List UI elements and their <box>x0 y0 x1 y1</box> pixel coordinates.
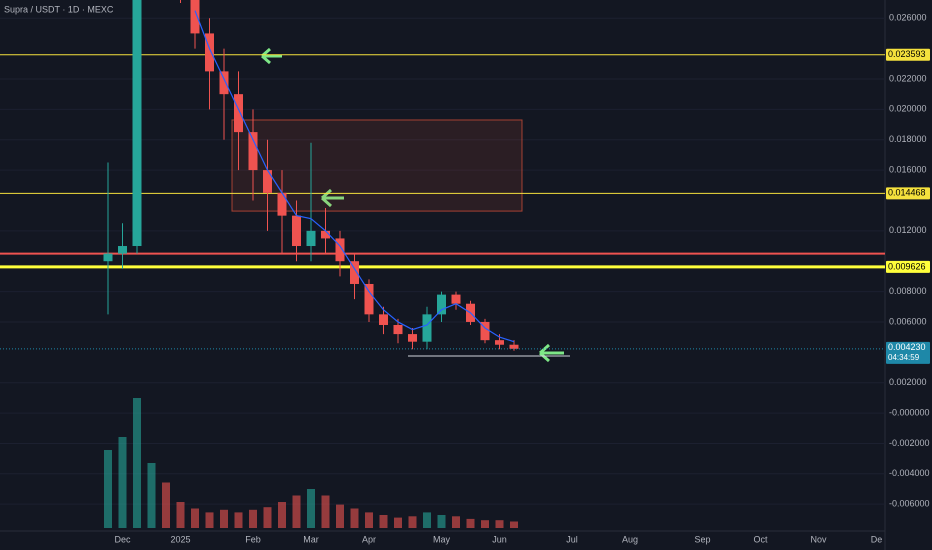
x-tick-label: Apr <box>362 534 376 544</box>
countdown: 04:34:59 <box>888 353 920 362</box>
volume-bar <box>365 512 373 528</box>
volume-bar <box>278 502 286 528</box>
price-label-bg <box>886 341 930 364</box>
volume-bar <box>118 437 127 528</box>
x-tick-label: Sep <box>694 534 710 544</box>
candle-body <box>335 238 345 262</box>
level-label-bg <box>886 48 930 61</box>
level-label-bg <box>886 260 930 273</box>
volume-bar <box>220 509 228 528</box>
x-tick-label: Aug <box>622 534 638 544</box>
candle-body <box>234 94 243 133</box>
level-label: 0.009626 <box>888 261 926 271</box>
volume-bar <box>205 512 214 528</box>
x-tick-label: May <box>433 534 451 544</box>
volume-bar <box>510 521 518 528</box>
volume-bar <box>191 508 199 528</box>
candle-body <box>277 192 287 216</box>
volume-bar <box>350 508 359 528</box>
y-tick-label: 0.018000 <box>889 134 927 144</box>
y-tick-label: 0.026000 <box>889 13 927 23</box>
volume-bar <box>379 515 388 528</box>
y-tick-label: 0.002000 <box>889 377 927 387</box>
candle-body <box>205 33 214 72</box>
candle-body <box>379 314 388 325</box>
arrow <box>539 343 564 363</box>
y-tick-label: -0.006000 <box>889 499 930 509</box>
candle-body <box>393 324 403 335</box>
volume-bar <box>336 504 344 528</box>
plot-area <box>0 0 885 528</box>
y-tick-label: -0.000000 <box>889 407 930 417</box>
volume-bar <box>452 516 460 528</box>
y-tick-label: -0.002000 <box>889 438 930 448</box>
candle-body <box>451 294 461 304</box>
x-tick-label: Nov <box>810 534 827 544</box>
y-tick-label: 0.016000 <box>889 164 927 174</box>
volume-bar <box>321 495 330 528</box>
volume-bar <box>466 518 475 528</box>
candle-body <box>480 321 490 341</box>
candle-body <box>408 334 417 342</box>
volume-bar <box>162 482 170 528</box>
candle-body <box>248 132 258 171</box>
candle-body <box>364 283 374 315</box>
volume-bar <box>176 502 185 528</box>
candle-body <box>422 314 432 342</box>
arrow <box>321 188 344 208</box>
volume-bar <box>423 512 431 528</box>
x-tick-label: De <box>871 534 883 544</box>
candle-body <box>190 0 200 34</box>
candle-body <box>292 215 301 247</box>
volume-bar <box>481 520 489 528</box>
volume-bar <box>437 515 446 528</box>
x-tick-label: Jul <box>566 534 578 544</box>
y-tick-label: 0.020000 <box>889 104 927 114</box>
x-tick-label: Oct <box>753 534 768 544</box>
volume-bar <box>249 509 257 528</box>
price-label: 0.004230 <box>888 342 926 352</box>
level-label: 0.014468 <box>888 188 926 198</box>
y-tick-label: 0.008000 <box>889 286 927 296</box>
x-tick-label: Dec <box>114 534 131 544</box>
x-tick-label: Feb <box>245 534 261 544</box>
volume-bar <box>394 517 402 528</box>
candle-body <box>118 246 127 254</box>
candle-body <box>495 340 504 345</box>
volume-bar <box>263 507 272 528</box>
candle-body <box>321 230 330 239</box>
candle-body <box>263 170 272 193</box>
moving-average <box>194 10 515 343</box>
x-tick-label: 2025 <box>170 534 190 544</box>
volume-bar <box>307 489 315 528</box>
x-tick-label: Mar <box>303 534 319 544</box>
y-tick-label: 0.012000 <box>889 225 927 235</box>
supply-zone <box>231 119 523 212</box>
volume-bar <box>292 495 301 528</box>
candle-body <box>306 230 316 247</box>
candle-body <box>437 294 446 315</box>
volume-bar <box>133 398 141 528</box>
y-tick-label: 0.022000 <box>889 73 927 83</box>
level-label: 0.023593 <box>888 49 926 59</box>
volume-bar <box>495 520 504 528</box>
y-tick-label: -0.004000 <box>889 468 930 478</box>
volume-bar <box>234 512 243 528</box>
volume-bar <box>104 450 112 528</box>
x-tick-label: Jun <box>492 534 507 544</box>
volume-bar <box>147 463 156 528</box>
y-tick-label: 0.006000 <box>889 316 927 326</box>
chart-title: Supra / USDT · 1D · MEXC <box>4 4 114 14</box>
candle-body <box>103 253 113 262</box>
candle-body <box>509 344 519 349</box>
volume-bar <box>408 516 417 528</box>
candle-body <box>219 71 229 95</box>
candle-body <box>350 261 359 284</box>
level-label-bg <box>886 187 930 200</box>
candle-body <box>132 0 142 247</box>
